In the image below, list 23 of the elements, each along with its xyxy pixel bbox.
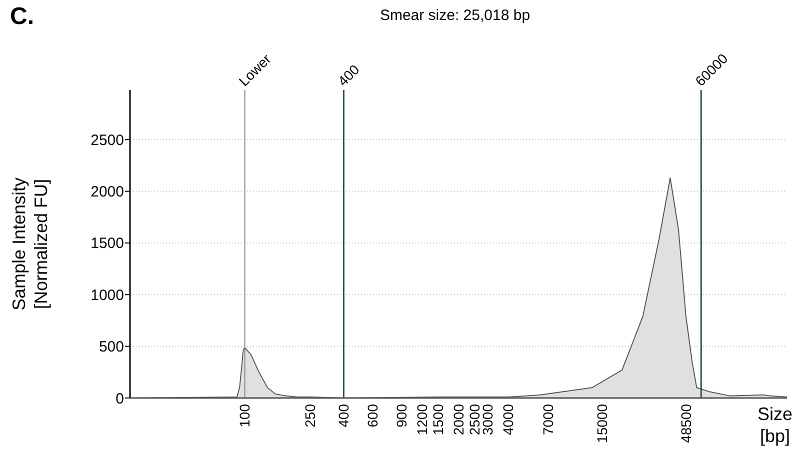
x-tick-label: 15000 — [594, 404, 610, 443]
y-tick-label: 1000 — [90, 286, 124, 304]
chart-subtitle: Smear size: 25,018 bp — [380, 7, 530, 24]
x-tick-label: 1200 — [414, 404, 430, 436]
x-tick-label: 900 — [393, 404, 410, 428]
chart-title: C. — [10, 3, 34, 30]
x-tick-label: 1500 — [430, 404, 446, 436]
x-tick-label: 250 — [302, 404, 318, 428]
x-axis-title: Size [bp] — [757, 404, 793, 446]
x-tick-label: 2000 — [450, 404, 466, 436]
y-tick-label: 2000 — [90, 184, 124, 201]
y-tick-label: 1500 — [90, 235, 124, 252]
y-tick-label: 2500 — [90, 132, 124, 149]
x-tick-label: 48500 — [678, 404, 694, 443]
ref-line-label: 400 — [334, 61, 362, 90]
x-tick-label: 100 — [236, 404, 253, 428]
x-tick-label: 7000 — [540, 404, 556, 436]
x-tick-label: 4000 — [500, 404, 516, 436]
y-tick-label: 500 — [98, 338, 124, 356]
y-axis-title: Sample Intensity [Normalized FU] — [9, 177, 51, 311]
y-tick-label: 0 — [116, 390, 124, 408]
x-tick-label: 400 — [336, 404, 352, 428]
x-tick-label: 600 — [364, 404, 381, 428]
